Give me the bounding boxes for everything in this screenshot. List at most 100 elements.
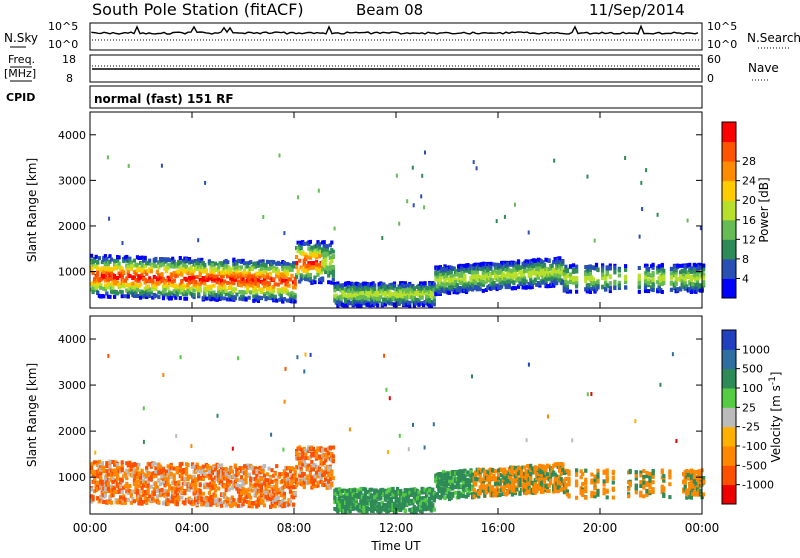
scatter-cell: [489, 265, 492, 269]
scatter-cell: [162, 467, 165, 471]
scatter-cell: [304, 453, 307, 457]
power-scatter: [90, 151, 705, 308]
colorbar-tick-label: 24: [742, 175, 756, 188]
n-sky-trace: [92, 26, 698, 34]
scatter-cell: [180, 462, 183, 466]
scatter-cell: [514, 286, 517, 290]
scatter-cell: [271, 468, 274, 472]
scatter-cell: [110, 501, 113, 505]
scatter-cell: [251, 267, 254, 271]
scatter-cell: [204, 181, 206, 185]
scatter-cell: [323, 248, 326, 252]
scatter-cell: [197, 238, 199, 242]
scatter-cell: [238, 290, 241, 294]
scatter-cell: [476, 166, 478, 170]
scatter-cell: [235, 478, 238, 482]
ytick-label: 1000: [58, 266, 86, 279]
scatter-cell: [124, 498, 127, 502]
scatter-cell: [436, 272, 439, 276]
scatter-cell: [193, 276, 196, 280]
scatter-cell: [248, 296, 251, 300]
scatter-cell: [261, 470, 264, 474]
scatter-cell: [203, 472, 206, 476]
scatter-cell: [638, 266, 641, 270]
scatter-cell: [105, 272, 108, 276]
colorbar-swatch: [722, 161, 736, 181]
scatter-cell: [118, 255, 121, 259]
scatter-cell: [248, 500, 251, 504]
scatter-cell: [137, 266, 140, 270]
colorbar-tick-label: 4: [742, 272, 749, 285]
scatter-cell: [226, 260, 229, 264]
scatter-cell: [125, 276, 128, 280]
scatter-cell: [240, 283, 243, 287]
scatter-cell: [154, 481, 157, 485]
scatter-cell: [190, 260, 193, 264]
scatter-cell: [116, 477, 119, 481]
scatter-cell: [121, 478, 124, 482]
scatter-cell: [572, 278, 575, 282]
scatter-cell: [245, 298, 248, 302]
scatter-cell: [644, 286, 647, 290]
scatter-cell: [95, 255, 98, 259]
scatter-cell: [277, 283, 280, 287]
scatter-cell: [313, 474, 316, 478]
scatter-cell: [231, 502, 234, 506]
scatter-cell: [283, 502, 286, 506]
scatter-cell: [375, 500, 378, 504]
scatter-cell: [439, 277, 442, 281]
scatter-cell: [260, 486, 263, 490]
scatter-cell: [104, 488, 107, 492]
scatter-cell: [167, 498, 170, 502]
scatter-cell: [180, 486, 183, 490]
scatter-cell: [173, 279, 176, 283]
scatter-cell: [555, 281, 558, 285]
scatter-cell: [217, 487, 220, 491]
scatter-cell: [575, 284, 578, 288]
scatter-cell: [116, 291, 119, 295]
scatter-cell: [396, 174, 398, 178]
scatter-cell: [606, 284, 609, 288]
scatter-cell: [185, 297, 188, 301]
scatter-cell: [93, 470, 96, 474]
scatter-cell: [421, 296, 424, 300]
scatter-cell: [292, 265, 295, 269]
scatter-cell: [388, 492, 391, 496]
ytick-label: 4000: [58, 129, 86, 142]
scatter-cell: [601, 269, 604, 273]
scatter-cell: [572, 263, 575, 267]
scatter-cell: [148, 495, 151, 499]
scatter-cell: [257, 284, 260, 288]
scatter-cell: [183, 285, 186, 289]
scatter-cell: [417, 490, 420, 494]
scatter-cell: [122, 284, 125, 288]
scatter-cell: [275, 481, 278, 485]
scatter-cell: [157, 500, 160, 504]
scatter-cell: [226, 497, 229, 501]
scatter-cell: [373, 287, 376, 291]
scatter-cell: [404, 284, 407, 288]
noise-right-tick-top: 10^5: [707, 20, 737, 33]
scatter-cell: [214, 499, 217, 503]
scatter-cell: [174, 284, 177, 288]
scatter-cell: [147, 488, 150, 492]
scatter-cell: [266, 276, 269, 280]
scatter-cell: [156, 489, 159, 493]
scatter-cell: [609, 281, 612, 285]
scatter-cell: [214, 484, 217, 488]
scatter-cell: [209, 285, 212, 289]
scatter-cell: [128, 274, 131, 278]
scatter-cell: [208, 491, 211, 495]
scatter-cell: [177, 480, 180, 484]
scatter-cell: [180, 280, 183, 284]
scatter-cell: [332, 265, 335, 269]
scatter-cell: [206, 286, 209, 290]
scatter-cell: [323, 240, 326, 244]
scatter-cell: [208, 470, 211, 474]
scatter-cell: [283, 261, 286, 265]
scatter-cell: [194, 280, 197, 284]
scatter-cell: [652, 283, 655, 287]
scatter-cell: [125, 289, 128, 293]
scatter-cell: [618, 274, 621, 278]
